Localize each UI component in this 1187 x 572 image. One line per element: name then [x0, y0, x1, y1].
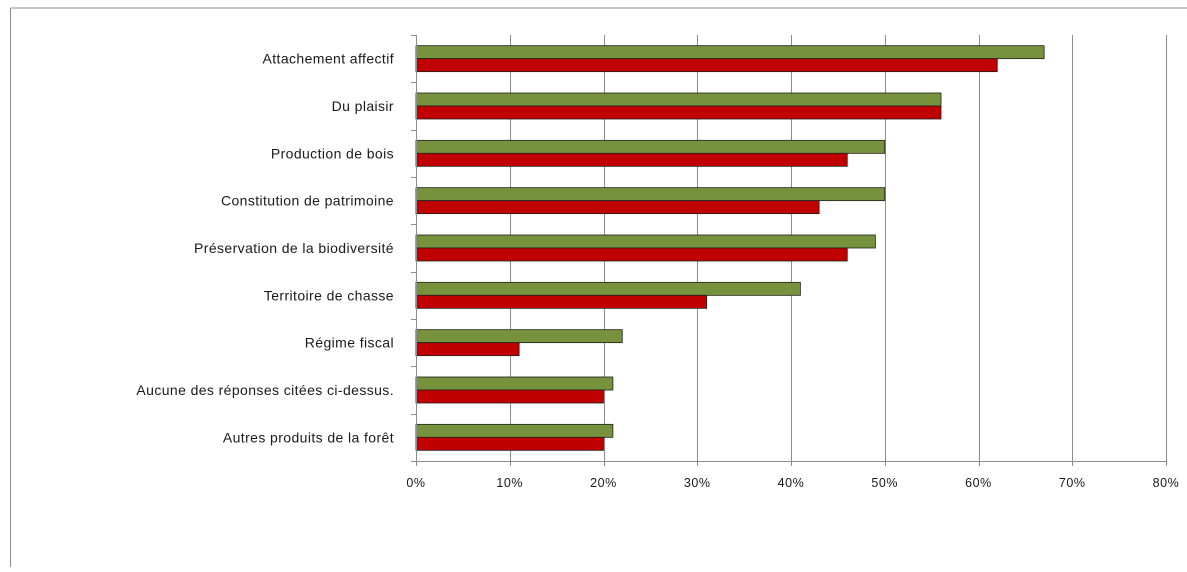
bar-series2-6 [416, 295, 707, 308]
category-label-2: Du plaisir [332, 98, 394, 114]
bar-series1-5 [416, 235, 875, 248]
category-label-4: Constitution de patrimoine [221, 193, 394, 209]
x-tick-label-0: 0% [406, 476, 425, 490]
bar-series1-3 [416, 140, 885, 153]
bar-series1-2 [416, 93, 941, 106]
x-tick-label-20: 20% [590, 476, 617, 490]
tick-labels: 0% 10% 20% 30% 40% 50% 60% 70% 80% [406, 476, 1179, 490]
bar-series1-4 [416, 188, 885, 201]
x-tick-label-10: 10% [496, 476, 523, 490]
bar-series2-5 [416, 248, 847, 261]
bar-series1-6 [416, 282, 800, 295]
category-label-7: Régime fiscal [305, 335, 394, 351]
category-label-1: Attachement affectif [263, 51, 394, 67]
x-tick-label-80: 80% [1153, 476, 1180, 490]
category-label-8: Aucune des réponses citées ci-dessus. [136, 382, 394, 398]
category-label-9: Autres produits de la forêt [223, 429, 394, 445]
bar-series2-7 [416, 343, 519, 356]
category-label-6: Territoire de chasse [264, 287, 394, 303]
bar-series2-1 [416, 59, 997, 72]
bar-series2-9 [416, 437, 604, 450]
bar-series1-8 [416, 377, 613, 390]
bar-series1-7 [416, 330, 622, 343]
bars [416, 46, 1044, 451]
bar-series2-3 [416, 153, 847, 166]
bar-series2-4 [416, 201, 819, 214]
x-tick-label-50: 50% [871, 476, 898, 490]
category-labels: Attachement affectif Du plaisir Production… [136, 51, 394, 446]
x-tick-label-70: 70% [1059, 476, 1086, 490]
x-tick-label-30: 30% [684, 476, 711, 490]
category-label-3: Production de bois [271, 145, 394, 161]
bar-series2-2 [416, 106, 941, 119]
x-tick-label-40: 40% [778, 476, 805, 490]
x-tick-label-60: 60% [965, 476, 992, 490]
bar-series2-8 [416, 390, 604, 403]
category-label-5: Préservation de la biodiversité [194, 240, 394, 256]
bar-series1-1 [416, 46, 1044, 59]
bar-series1-9 [416, 424, 613, 437]
